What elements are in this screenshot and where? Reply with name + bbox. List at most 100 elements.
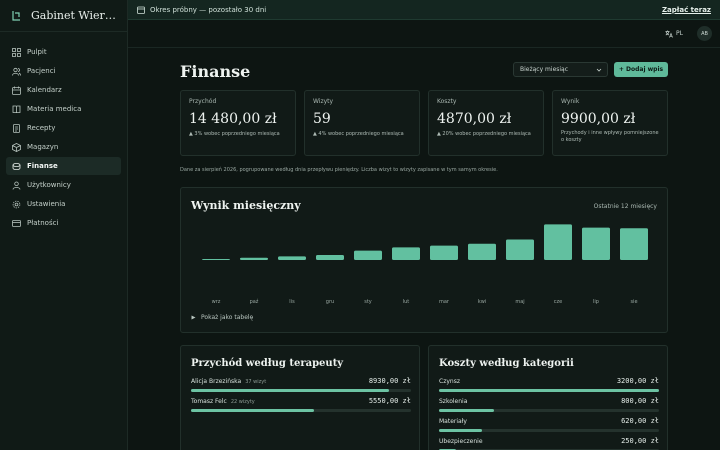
row-amount: 800,00 zł bbox=[621, 397, 659, 405]
chart-bar-kwi[interactable] bbox=[468, 243, 496, 260]
chart-range: Ostatnie 12 miesięcy bbox=[593, 203, 657, 210]
calendar-icon bbox=[137, 6, 145, 14]
sidebar-item-label: Materia medica bbox=[27, 105, 82, 113]
trial-banner: Okres próbny — pozostało 30 dni Zapłać t… bbox=[128, 0, 720, 20]
chart-bar-lis[interactable] bbox=[278, 256, 306, 260]
x-tick-label: wrz bbox=[212, 299, 221, 305]
stat-label: Koszty bbox=[437, 98, 457, 105]
stat-note: Przychody i inne wpływy pomniejszone o k… bbox=[561, 130, 659, 143]
therapist-name: Tomasz Felc bbox=[191, 398, 227, 405]
brand[interactable]: Gabinet Wierzbowska bbox=[0, 0, 127, 32]
prescription-icon bbox=[12, 123, 21, 133]
period-select-value: Bieżący miesiąc bbox=[520, 66, 569, 73]
show-table-toggle[interactable]: Pokaż jako tabelę bbox=[191, 314, 253, 321]
sidebar-item-label: Finanse bbox=[27, 162, 58, 170]
row-label: Ubezpieczenie bbox=[439, 438, 483, 445]
sidebar-item-label: Płatności bbox=[27, 219, 59, 227]
user-group-icon bbox=[12, 181, 21, 190]
row-amount: 250,00 zł bbox=[621, 437, 659, 445]
calendar-icon bbox=[12, 86, 21, 95]
caret-right-icon bbox=[191, 315, 196, 320]
row-label: Szkolenia bbox=[439, 398, 468, 405]
stat-label: Wizyty bbox=[313, 98, 334, 105]
stat-value: 59 bbox=[313, 111, 331, 127]
sidebar-item-label: Pacjenci bbox=[27, 67, 56, 75]
sidebar-item-finanse[interactable]: Finanse bbox=[6, 157, 121, 175]
bar-track bbox=[191, 389, 411, 392]
stat-card-visits: Wizyty 59 ▲ 4% wobec poprzedniego miesią… bbox=[304, 90, 420, 156]
list-item: Szkolenia 800,00 zł bbox=[439, 397, 659, 418]
add-entry-button[interactable]: + Dodaj wpis bbox=[614, 62, 668, 77]
avatar[interactable]: AB bbox=[697, 26, 712, 41]
x-tick-label: lut bbox=[403, 299, 410, 305]
chevron-down-icon bbox=[596, 67, 602, 73]
x-tick-label: sie bbox=[630, 299, 637, 305]
bar-track bbox=[439, 429, 659, 432]
x-tick-label: gru bbox=[326, 299, 334, 305]
chart-bar-lip[interactable] bbox=[582, 227, 610, 260]
sidebar-item-kalendarz[interactable]: Kalendarz bbox=[6, 81, 121, 99]
sidebar-item-label: Recepty bbox=[27, 124, 56, 132]
box-icon bbox=[12, 142, 21, 152]
x-tick-label: paź bbox=[250, 298, 259, 305]
language-label: PL bbox=[676, 30, 683, 37]
sidebar-item-label: Ustawienia bbox=[27, 200, 66, 208]
chart-bar-maj[interactable] bbox=[506, 239, 534, 261]
chart-canvas: wrz paź lis gru sty lut mar kwi maj cze lip sie bbox=[202, 224, 648, 305]
panel-title: Koszty według kategorii bbox=[439, 358, 574, 369]
language-switcher[interactable]: PL bbox=[665, 30, 683, 38]
sidebar-item-materia-medica[interactable]: Materia medica bbox=[6, 100, 121, 118]
chart-bar-mar[interactable] bbox=[430, 245, 458, 260]
list-item: Materiały 620,00 zł bbox=[439, 417, 659, 438]
chart-bar-paź[interactable] bbox=[240, 257, 268, 260]
page-title: Finanse bbox=[180, 62, 251, 81]
data-note: Dane za sierpień 2026, pogrupowane wedłu… bbox=[180, 167, 498, 173]
revenue-by-therapist-panel: Przychód według terapeuty Alicja Brzeziń… bbox=[180, 345, 420, 450]
trial-text: Okres próbny — pozostało 30 dni bbox=[150, 5, 267, 14]
chart-bar-gru[interactable] bbox=[316, 255, 344, 260]
stat-value: 9900,00 zł bbox=[561, 111, 636, 127]
bar-track bbox=[439, 409, 659, 412]
sidebar-item-label: Magazyn bbox=[27, 143, 59, 151]
bar-fill bbox=[191, 389, 389, 392]
period-select[interactable]: Bieżący miesiąc bbox=[513, 62, 608, 77]
bar-fill bbox=[439, 409, 494, 412]
chart-bar-cze[interactable] bbox=[544, 224, 572, 260]
pay-now-link[interactable]: Zapłać teraz bbox=[661, 5, 711, 14]
row-label: Tomasz Felc 22 wizyty bbox=[191, 398, 255, 405]
visit-count: 37 wizyt bbox=[245, 379, 267, 385]
sidebar-item-pulpit[interactable]: Pulpit bbox=[6, 43, 121, 61]
sidebar-nav: Pulpit Pacjenci Kalendarz Materia medica… bbox=[0, 32, 127, 232]
card-icon bbox=[12, 219, 21, 228]
stat-label: Wynik bbox=[561, 98, 580, 105]
sidebar-item-platnosci[interactable]: Płatności bbox=[6, 214, 121, 232]
list-item: Tomasz Felc 22 wizyty 5550,00 zł bbox=[191, 397, 411, 418]
chart-bar-lut[interactable] bbox=[392, 247, 420, 260]
sidebar-item-ustawienia[interactable]: Ustawienia bbox=[6, 195, 121, 213]
stat-label: Przychód bbox=[189, 98, 217, 105]
therapist-name: Alicja Brzezińska bbox=[191, 378, 242, 385]
sidebar-item-label: Użytkownicy bbox=[27, 181, 71, 189]
chart-bar-sty[interactable] bbox=[354, 250, 382, 260]
row-label: Materiały bbox=[439, 418, 467, 425]
sidebar-item-recepty[interactable]: Recepty bbox=[6, 119, 121, 137]
chart-bar-sie[interactable] bbox=[620, 228, 648, 260]
brand-name: Gabinet Wierzbowska bbox=[31, 9, 116, 22]
sidebar-item-uzytkownicy[interactable]: Użytkownicy bbox=[6, 176, 121, 194]
row-amount: 5550,00 zł bbox=[368, 397, 411, 405]
stat-delta: ▲ 20% wobec poprzedniego miesiąca bbox=[437, 131, 531, 137]
users-icon bbox=[12, 67, 21, 76]
row-amount: 620,00 zł bbox=[621, 417, 659, 425]
sidebar-item-magazyn[interactable]: Magazyn bbox=[6, 138, 121, 156]
stats-row: Przychód 14 480,00 zł ▲ 3% wobec poprzed… bbox=[180, 90, 668, 156]
stat-value: 14 480,00 zł bbox=[189, 111, 277, 127]
sidebar-item-pacjenci[interactable]: Pacjenci bbox=[6, 62, 121, 80]
chart-bar-wrz[interactable] bbox=[202, 259, 230, 260]
row-label: Alicja Brzezińska 37 wizyt bbox=[191, 378, 266, 385]
x-tick-label: lip bbox=[593, 299, 599, 305]
x-tick-label: kwi bbox=[478, 299, 486, 305]
visit-count: 22 wizyty bbox=[230, 399, 255, 405]
bar-track bbox=[439, 389, 659, 392]
show-table-label: Pokaż jako tabelę bbox=[201, 314, 254, 321]
panel-title: Przychód według terapeuty bbox=[191, 358, 344, 369]
